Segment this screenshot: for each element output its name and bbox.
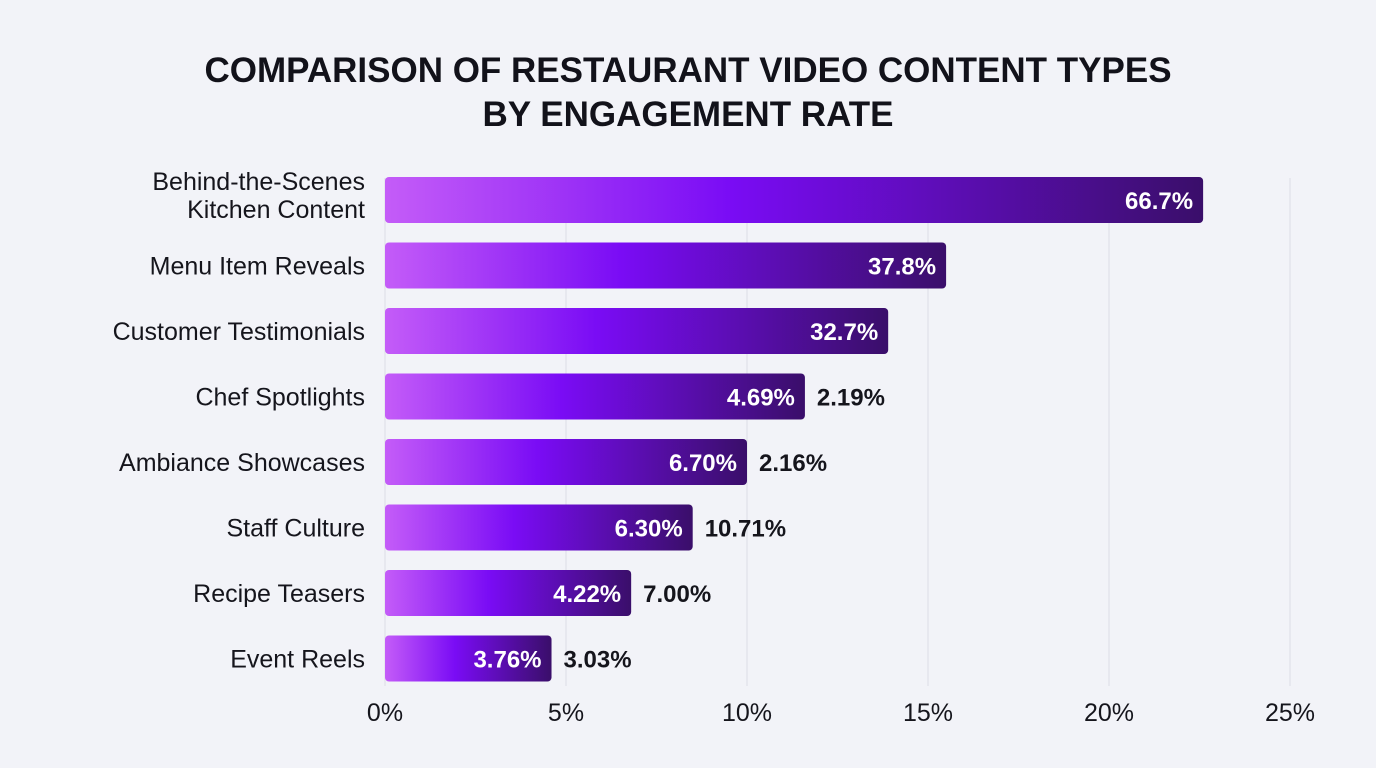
x-tick-label: 20% bbox=[1084, 699, 1134, 727]
bar-value-label: 6.70% bbox=[669, 450, 737, 477]
secondary-value-label: 10.71% bbox=[705, 516, 786, 543]
category-label: Kitchen Content bbox=[187, 196, 365, 224]
bar bbox=[385, 308, 889, 354]
bar-value-label: 4.69% bbox=[727, 385, 795, 412]
bar bbox=[385, 504, 693, 551]
secondary-value-label: 3.03% bbox=[564, 647, 632, 674]
category-label: Chef Spotlights bbox=[195, 384, 365, 412]
secondary-value-label: 2.19% bbox=[817, 385, 885, 412]
bar-row: Menu Item Reveals 37.8% bbox=[150, 242, 947, 289]
category-label: Customer Testimonials bbox=[113, 318, 365, 346]
bar-row: Staff Culture 6.30% 10.71% bbox=[226, 504, 786, 551]
chart-title-line-2: BY ENGAGEMENT RATE bbox=[483, 95, 894, 134]
bar bbox=[385, 242, 947, 289]
x-tick-label: 25% bbox=[1265, 699, 1315, 727]
x-tick-label: 0% bbox=[367, 699, 403, 727]
bar-value-label: 3.76% bbox=[473, 647, 541, 674]
bar-row: Chef Spotlights 4.69% 2.19% bbox=[195, 373, 885, 420]
bar-value-label: 32.7% bbox=[810, 319, 878, 346]
bar-value-label: 6.30% bbox=[615, 516, 683, 543]
category-label: Recipe Teasers bbox=[193, 580, 365, 608]
bar-value-label: 37.8% bbox=[868, 254, 936, 281]
bar-row: Recipe Teasers 4.22% 7.00% bbox=[193, 570, 711, 616]
bar-row: Customer Testimonials 32.7% bbox=[113, 308, 889, 354]
category-label: Behind-the-Scenes bbox=[152, 168, 365, 196]
bar-row: Event Reels 3.76% 3.03% bbox=[230, 635, 632, 682]
category-label: Ambiance Showcases bbox=[119, 449, 365, 477]
bar-value-label: 4.22% bbox=[553, 581, 621, 608]
bar bbox=[385, 373, 805, 420]
bar-value-label: 66.7% bbox=[1125, 188, 1193, 215]
category-label: Event Reels bbox=[230, 646, 365, 674]
bar bbox=[385, 635, 552, 682]
category-label: Staff Culture bbox=[226, 515, 365, 543]
bar bbox=[385, 177, 1204, 223]
x-tick-label: 15% bbox=[903, 699, 953, 727]
bar-row: Ambiance Showcases 6.70% 2.16% bbox=[119, 439, 827, 485]
bar bbox=[385, 439, 747, 485]
bar bbox=[385, 570, 632, 616]
x-tick-label: 5% bbox=[548, 699, 584, 727]
secondary-value-label: 2.16% bbox=[759, 450, 827, 477]
x-tick-label: 10% bbox=[722, 699, 772, 727]
category-label: Menu Item Reveals bbox=[150, 253, 365, 281]
secondary-value-label: 7.00% bbox=[643, 581, 711, 608]
chart-title-line-1: COMPARISON OF RESTAURANT VIDEO CONTENT T… bbox=[204, 51, 1171, 90]
